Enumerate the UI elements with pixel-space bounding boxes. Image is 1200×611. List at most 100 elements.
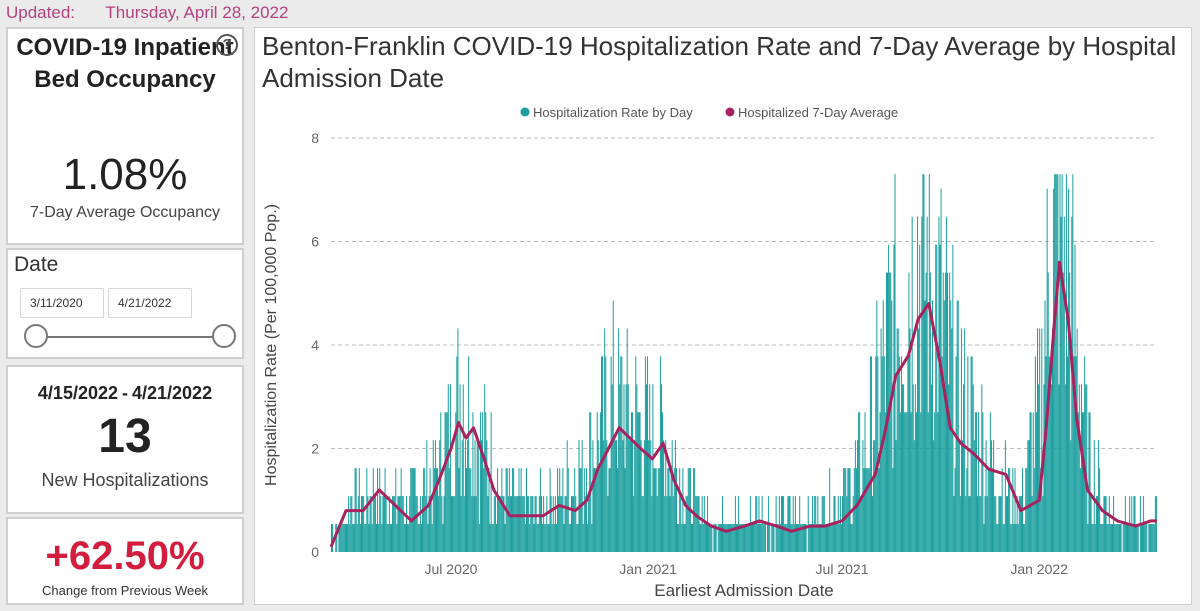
daily-rate-bar xyxy=(897,328,899,552)
daily-rate-bar xyxy=(602,356,604,552)
daily-rate-bar xyxy=(814,496,816,552)
daily-rate-bar xyxy=(988,468,990,552)
daily-rate-bar xyxy=(1103,496,1105,552)
daily-rate-bar xyxy=(414,468,416,552)
daily-rate-bar xyxy=(523,496,525,552)
daily-rate-bar xyxy=(1106,524,1108,552)
occupancy-title: COVID-19 Inpatient Bed Occupancy xyxy=(16,34,234,93)
end-date-input[interactable]: 4/21/2022 xyxy=(108,288,192,318)
daily-rate-bar xyxy=(974,412,976,552)
daily-rate-bar xyxy=(888,244,890,553)
daily-rate-bar xyxy=(489,524,491,552)
daily-rate-bar xyxy=(1146,524,1148,552)
daily-rate-bar xyxy=(570,496,572,552)
daily-rate-bar xyxy=(629,440,631,552)
daily-rate-bar xyxy=(747,524,749,552)
daily-rate-bar xyxy=(533,524,535,552)
daily-rate-bar xyxy=(483,468,485,552)
daily-rate-bar xyxy=(1017,524,1019,552)
daily-rate-bar xyxy=(360,496,362,552)
daily-rate-bar xyxy=(705,524,707,552)
daily-rate-bar xyxy=(507,496,509,552)
daily-rate-bar xyxy=(917,216,919,552)
question-circle-icon[interactable]: ? xyxy=(216,34,238,56)
daily-rate-bar xyxy=(568,524,570,552)
daily-rate-bar xyxy=(942,272,944,552)
daily-rate-bar xyxy=(609,468,611,552)
daily-rate-bar xyxy=(802,524,804,552)
daily-rate-bar xyxy=(460,496,462,552)
daily-rate-bar xyxy=(426,440,428,552)
daily-rate-bar xyxy=(861,496,863,552)
daily-rate-bar xyxy=(654,468,656,552)
daily-rate-bar xyxy=(1069,272,1071,552)
daily-rate-bar xyxy=(1078,384,1080,552)
daily-rate-bar xyxy=(821,496,823,552)
daily-rate-bar xyxy=(502,496,504,552)
daily-rate-bar xyxy=(618,328,620,552)
daily-rate-bar xyxy=(1042,496,1044,552)
daily-rate-bar xyxy=(1046,188,1048,552)
date-slider-track[interactable] xyxy=(36,336,224,338)
daily-rate-bar xyxy=(708,524,710,552)
daily-rate-bar xyxy=(638,412,640,552)
date-slider-start-handle[interactable] xyxy=(24,324,48,348)
daily-rate-bar xyxy=(501,468,503,552)
daily-rate-bar xyxy=(832,524,834,552)
daily-rate-bar xyxy=(920,412,922,552)
daily-rate-bar xyxy=(363,496,365,552)
daily-rate-bar xyxy=(389,524,391,552)
daily-rate-bar xyxy=(864,412,866,552)
daily-rate-bar xyxy=(825,524,827,552)
daily-rate-bar xyxy=(347,524,349,552)
daily-rate-bar xyxy=(892,468,894,552)
daily-rate-bar xyxy=(898,356,900,552)
daily-rate-bar xyxy=(584,496,586,552)
daily-rate-bar xyxy=(968,496,970,552)
daily-rate-bar xyxy=(479,412,481,552)
daily-rate-bar xyxy=(371,524,373,552)
daily-rate-bar xyxy=(1087,524,1089,552)
daily-rate-bar xyxy=(807,496,809,552)
daily-rate-bar xyxy=(553,524,555,552)
date-slider-end-handle[interactable] xyxy=(212,324,236,348)
daily-rate-bar xyxy=(1128,524,1130,552)
daily-rate-bar xyxy=(445,412,447,552)
daily-rate-bar xyxy=(746,524,748,552)
daily-rate-bar xyxy=(516,496,518,552)
daily-rate-bar xyxy=(514,496,516,552)
daily-rate-bar xyxy=(954,468,956,552)
daily-rate-bar xyxy=(829,468,831,552)
daily-rate-bar xyxy=(475,496,477,552)
daily-rate-bar xyxy=(637,412,639,552)
daily-rate-bar xyxy=(628,440,630,552)
daily-rate-bar xyxy=(642,496,644,552)
daily-rate-bar xyxy=(959,496,961,552)
daily-rate-bar xyxy=(823,496,825,552)
daily-rate-bar xyxy=(1097,496,1099,552)
daily-rate-bar xyxy=(1065,174,1067,552)
daily-rate-bar xyxy=(524,524,526,552)
start-date-input[interactable]: 3/11/2020 xyxy=(20,288,104,318)
daily-rate-bar xyxy=(919,244,921,553)
daily-rate-bar xyxy=(402,496,404,552)
daily-rate-bar xyxy=(1034,356,1036,552)
daily-rate-bar xyxy=(667,468,669,552)
daily-rate-bar xyxy=(1020,496,1022,552)
daily-rate-bar xyxy=(1119,524,1121,552)
daily-rate-bar xyxy=(996,524,998,552)
daily-rate-bar xyxy=(449,384,451,552)
daily-rate-bar xyxy=(648,440,650,552)
daily-rate-bar xyxy=(687,468,689,552)
daily-rate-bar xyxy=(1032,412,1034,552)
updated-line: Updated: Thursday, April 28, 2022 xyxy=(6,3,288,23)
daily-rate-bar xyxy=(1049,384,1051,552)
daily-rate-bar xyxy=(679,468,681,552)
daily-rate-bar xyxy=(459,384,461,552)
daily-rate-bar xyxy=(914,384,916,552)
daily-rate-bar xyxy=(683,524,685,552)
daily-rate-bar xyxy=(1063,216,1065,552)
daily-rate-bar xyxy=(1067,356,1069,552)
daily-rate-bar xyxy=(666,496,668,552)
daily-rate-bar xyxy=(546,496,548,552)
